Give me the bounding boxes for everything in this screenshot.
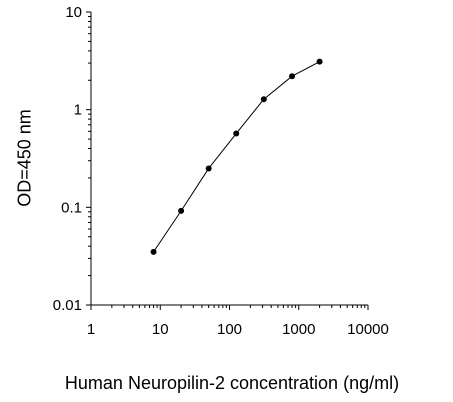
y-tick-label: 10: [65, 4, 82, 21]
data-point: [150, 248, 157, 255]
plot-axes: [90, 12, 368, 306]
y-tick-label: 0.01: [53, 297, 82, 314]
x-tick-label: 1: [87, 321, 95, 338]
data-point: [205, 165, 212, 172]
data-point: [289, 73, 296, 80]
series-line: [153, 61, 320, 253]
x-tick-label: 100: [217, 321, 242, 338]
x-tick-label: 1000: [282, 321, 315, 338]
data-point: [260, 96, 267, 103]
data-series: [150, 58, 323, 255]
y-axis-title: OD=450 nm: [14, 109, 34, 207]
data-point: [233, 130, 240, 137]
x-axis-ticks: 1 10 100 1000 10000: [87, 305, 389, 338]
y-tick-label: 0.1: [61, 199, 82, 216]
data-point: [316, 58, 323, 65]
y-tick-label: 1: [74, 102, 82, 119]
x-tick-label: 10: [152, 321, 169, 338]
data-point: [178, 207, 185, 214]
x-axis-title: Human Neuropilin-2 concentration (ng/ml): [65, 373, 399, 393]
y-axis-ticks: 0.01 0.1 1 10: [53, 4, 91, 314]
x-tick-label: 10000: [347, 321, 389, 338]
